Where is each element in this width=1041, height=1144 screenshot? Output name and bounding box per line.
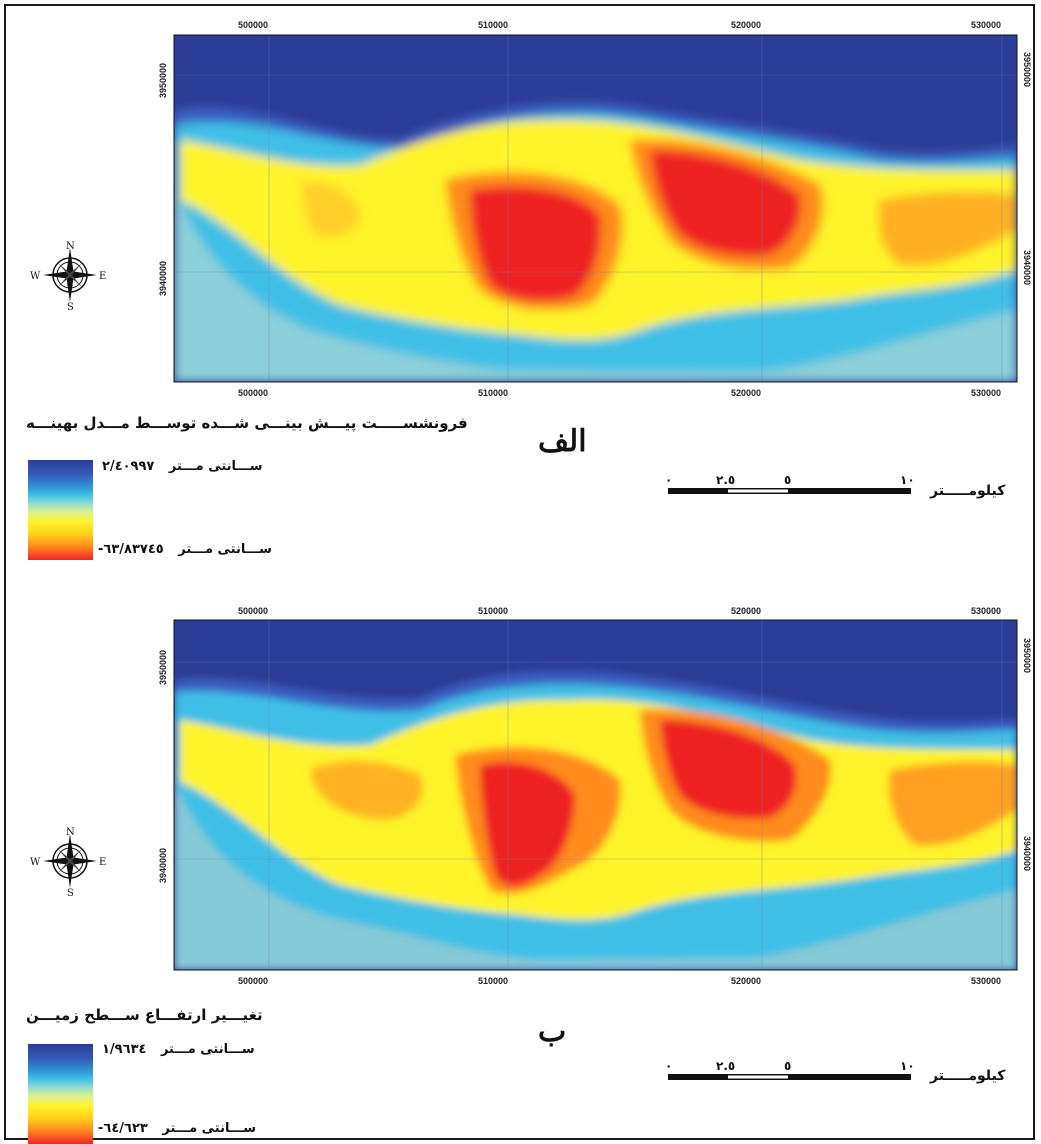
scale-unit-be: کیلومـــــتر [930, 1068, 1006, 1084]
compass-e: E [99, 271, 106, 282]
x-tick-bottom-4: 530000 [971, 976, 1001, 986]
legend-high-be: ۱/۹٦۳٤ ســـانتی مـــتر [102, 1042, 255, 1057]
compass-w: W [30, 857, 41, 868]
x-tick-top-1: 500000 [238, 20, 268, 30]
legend-colorbar-alef [28, 460, 93, 560]
legend-low-value: -٦٤/٦٢٣ [98, 1121, 148, 1136]
x-tick-bottom-2: 510000 [478, 388, 508, 398]
legend-colorbar-be [28, 1044, 93, 1144]
scale-label-2-5: ٢.٥ [716, 1059, 735, 1073]
map-title-alef: فرونشســـــت پیـــش بینـــی شـــده توســ… [26, 414, 468, 432]
scale-bar-alef: ٠ ٢.٥ ٥ ١٠ [665, 473, 915, 494]
x-tick-bottom-4: 530000 [971, 388, 1001, 398]
y-tick-left-1: 3950000 [158, 650, 168, 685]
x-tick-top-4: 530000 [971, 606, 1001, 616]
compass-n: N [66, 827, 75, 838]
x-tick-top-1: 500000 [238, 606, 268, 616]
legend-low-unit: ســـانتی مـــتر [178, 542, 272, 557]
scale-bar-be: ٠ ٢.٥ ٥ ١٠ [665, 1059, 915, 1080]
legend-low-be: -٦٤/٦٢٣ ســـانتی مـــتر [98, 1121, 256, 1136]
compass-s: S [67, 888, 74, 898]
x-tick-top-2: 510000 [478, 20, 508, 30]
y-tick-right-1: 3950000 [1022, 52, 1032, 87]
panel-letter-be: ب [538, 1014, 567, 1049]
scale-label-2-5: ٢.٥ [716, 473, 735, 487]
x-tick-top-2: 510000 [478, 606, 508, 616]
legend-high-alef: ۲/٤٠٩٩٧ ســـانتی مـــتر [102, 459, 263, 474]
y-tick-left-1: 3950000 [158, 63, 168, 98]
legend-low-unit: ســـانتی مـــتر [162, 1121, 256, 1136]
legend-high-unit: ســـانتی مـــتر [160, 1042, 255, 1057]
compass-n: N [66, 241, 75, 252]
scale-label-10: ١٠ [900, 473, 915, 487]
x-tick-bottom-1: 500000 [238, 976, 268, 986]
x-tick-bottom-3: 520000 [731, 388, 761, 398]
subsidence-map-alef: 500000 510000 520000 530000 500000 51000… [158, 20, 1032, 398]
scale-label-0: ٠ [665, 1059, 672, 1073]
x-tick-bottom-2: 510000 [478, 976, 508, 986]
y-tick-right-1: 3950000 [1022, 638, 1032, 673]
x-tick-top-3: 520000 [731, 606, 761, 616]
legend-high-unit: ســـانتی مـــتر [168, 459, 263, 474]
scale-label-10: ١٠ [900, 1059, 915, 1073]
scale-label-5: ٥ [784, 1059, 791, 1073]
north-arrow-icon: N S W E [30, 827, 106, 898]
map-title-be: تغیـــیر ارتفـــاع ســـطح زمیـــن [26, 1006, 263, 1024]
panel-be: 500000 510000 520000 530000 500000 51000… [0, 570, 1041, 1144]
y-tick-left-2: 3940000 [158, 848, 168, 883]
compass-s: S [67, 302, 74, 312]
panel-letter-alef: الف [538, 424, 587, 459]
x-tick-bottom-1: 500000 [238, 388, 268, 398]
y-tick-left-2: 3940000 [158, 261, 168, 296]
legend-high-value: ۱/۹٦۳٤ [102, 1042, 147, 1057]
panel-alef: 500000 510000 520000 530000 500000 51000… [0, 0, 1041, 570]
legend-low-alef: -٦٣/٨٣٧٤٥ ســـانتی مـــتر [98, 542, 272, 557]
x-tick-top-4: 530000 [971, 20, 1001, 30]
north-arrow-icon: N S W E [30, 241, 106, 312]
y-tick-right-2: 3940000 [1022, 250, 1032, 285]
legend-low-value: -٦٣/٨٣٧٤٥ [98, 542, 164, 557]
elevation-change-map-be: 500000 510000 520000 530000 500000 51000… [158, 606, 1032, 986]
figure-frame [4, 4, 1035, 1140]
scale-label-5: ٥ [784, 473, 791, 487]
scale-label-0: ٠ [665, 473, 672, 487]
scale-unit-alef: کیلومـــــتر [930, 483, 1006, 499]
compass-w: W [30, 271, 41, 282]
compass-e: E [99, 857, 106, 868]
legend-high-value: ۲/٤٠٩٩٧ [102, 459, 155, 474]
x-tick-top-3: 520000 [731, 20, 761, 30]
y-tick-right-2: 3940000 [1022, 836, 1032, 871]
x-tick-bottom-3: 520000 [731, 976, 761, 986]
